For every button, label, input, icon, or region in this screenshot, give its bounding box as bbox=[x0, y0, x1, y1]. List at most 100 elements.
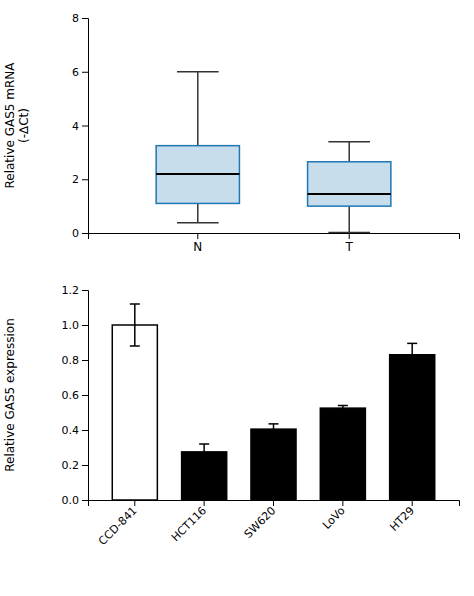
box-panel: 02468Relative GAS5 mRNA(-∆Ct)NT bbox=[3, 12, 460, 254]
y-tick: 0.2 bbox=[62, 459, 89, 472]
y-tick-mark bbox=[82, 430, 88, 431]
x-axis-line bbox=[89, 501, 460, 507]
x-tick-mark bbox=[349, 233, 350, 239]
y-tick-mark bbox=[82, 395, 88, 396]
y-tick-mark bbox=[82, 325, 88, 326]
x-tick-label: T bbox=[345, 240, 354, 254]
y-tick: 0 bbox=[72, 227, 88, 240]
x-tick: T bbox=[345, 233, 354, 254]
x-tick-label: N bbox=[193, 240, 202, 254]
y-tick: 0.0 bbox=[62, 494, 89, 507]
error-bar-line bbox=[134, 304, 136, 346]
whisker-low bbox=[197, 203, 199, 222]
error-bar-line bbox=[342, 406, 344, 411]
y-axis-title: Relative GAS5 mRNA(-∆Ct) bbox=[3, 62, 31, 189]
y-tick-label: 0.6 bbox=[62, 389, 80, 402]
chart-svg: 02468Relative GAS5 mRNA(-∆Ct)NT0.00.20.4… bbox=[0, 0, 474, 596]
y-tick-label: 1.0 bbox=[62, 319, 80, 332]
box bbox=[308, 142, 391, 233]
error-bar-cap bbox=[130, 303, 140, 305]
cap-high bbox=[177, 71, 219, 73]
error-bar bbox=[130, 304, 140, 346]
boxes bbox=[156, 72, 391, 233]
y-tick-label: 8 bbox=[72, 12, 79, 25]
error-bar-cap bbox=[407, 365, 417, 367]
median bbox=[156, 173, 239, 175]
y-tick: 0.4 bbox=[62, 424, 89, 437]
y-tick: 6 bbox=[72, 66, 88, 79]
x-tick-mark bbox=[204, 500, 205, 506]
error-bar bbox=[269, 424, 279, 435]
y-tick: 1.0 bbox=[62, 319, 89, 332]
x-tick: LoVo bbox=[320, 500, 348, 532]
error-bar-cap bbox=[269, 434, 279, 436]
median bbox=[308, 193, 391, 195]
cap-low bbox=[177, 222, 219, 224]
error-bar-cap bbox=[199, 443, 209, 445]
error-bar-line bbox=[273, 424, 275, 435]
y-tick-mark bbox=[82, 72, 88, 73]
y-tick-mark bbox=[82, 179, 88, 180]
x-tick-label: SW620 bbox=[242, 504, 279, 541]
error-bar-cap bbox=[338, 410, 348, 412]
error-bar bbox=[199, 444, 209, 460]
error-bar-cap bbox=[199, 459, 209, 461]
y-tick-label: 1.2 bbox=[62, 284, 80, 297]
y-tick-mark bbox=[82, 500, 88, 501]
x-tick: HT29 bbox=[387, 500, 417, 534]
bar bbox=[390, 355, 435, 500]
error-bar-cap bbox=[338, 405, 348, 407]
y-tick: 0.8 bbox=[62, 354, 89, 367]
error-bar bbox=[338, 406, 348, 411]
y-tick-mark bbox=[82, 126, 88, 127]
y-tick-mark bbox=[82, 233, 88, 234]
chart-container: 02468Relative GAS5 mRNA(-∆Ct)NT0.00.20.4… bbox=[0, 0, 474, 596]
y-tick-label: 0.2 bbox=[62, 459, 80, 472]
y-axis: 0 2 4 6 8 bbox=[72, 12, 89, 240]
y-tick-mark bbox=[82, 290, 88, 291]
y-tick-mark bbox=[82, 18, 88, 19]
y-tick: 1.2 bbox=[62, 284, 89, 297]
whisker-high bbox=[348, 142, 350, 162]
y-axis-title-line: Relative GAS5 mRNA bbox=[3, 62, 17, 189]
y-tick-label: 0.8 bbox=[62, 354, 80, 367]
y-axis-title-line: (-∆Ct) bbox=[17, 108, 31, 143]
y-tick-label: 2 bbox=[72, 173, 79, 186]
box bbox=[156, 72, 239, 223]
x-tick: N bbox=[193, 233, 202, 254]
x-tick-mark bbox=[342, 500, 343, 506]
y-tick-label: 0 bbox=[72, 227, 79, 240]
x-tick-label: HT29 bbox=[387, 504, 417, 534]
y-tick-label: 6 bbox=[72, 66, 79, 79]
x-tick: HCT116 bbox=[169, 500, 209, 544]
x-axis: CCD-841 HCT116 SW620 LoVo HT29 bbox=[89, 500, 460, 548]
x-tick-label: CCD-841 bbox=[96, 504, 140, 548]
y-axis-line bbox=[82, 19, 89, 234]
error-bar bbox=[407, 343, 417, 366]
y-axis-line bbox=[82, 291, 89, 501]
x-tick: SW620 bbox=[242, 500, 279, 541]
y-tick-mark bbox=[82, 360, 88, 361]
y-tick: 8 bbox=[72, 12, 88, 25]
y-axis: 0.0 0.2 0.4 0.6 0.8 1.0 1.2 bbox=[62, 284, 89, 507]
x-tick-label: LoVo bbox=[320, 504, 348, 532]
x-tick-mark bbox=[134, 500, 135, 506]
cap-high bbox=[328, 141, 370, 143]
y-axis-title: Relative GAS5 expression bbox=[3, 318, 17, 472]
cap-low bbox=[328, 232, 370, 233]
y-tick: 4 bbox=[72, 120, 88, 133]
bar bbox=[320, 408, 365, 500]
x-tick: CCD-841 bbox=[96, 500, 140, 548]
x-tick-mark bbox=[197, 233, 198, 239]
bar bbox=[182, 452, 227, 500]
x-axis: NT bbox=[89, 233, 460, 254]
x-tick-mark bbox=[412, 500, 413, 506]
error-bar-line bbox=[411, 343, 413, 366]
bar-panel: 0.0 0.2 0.4 0.6 0.8 1.0 1.2 Relative GAS5 expre… bbox=[3, 284, 460, 548]
box-body bbox=[156, 146, 239, 204]
whisker-high bbox=[197, 72, 199, 146]
whisker-low bbox=[348, 206, 350, 232]
error-bar-cap bbox=[269, 423, 279, 425]
x-axis-line bbox=[89, 234, 460, 240]
y-tick: 0.6 bbox=[62, 389, 89, 402]
